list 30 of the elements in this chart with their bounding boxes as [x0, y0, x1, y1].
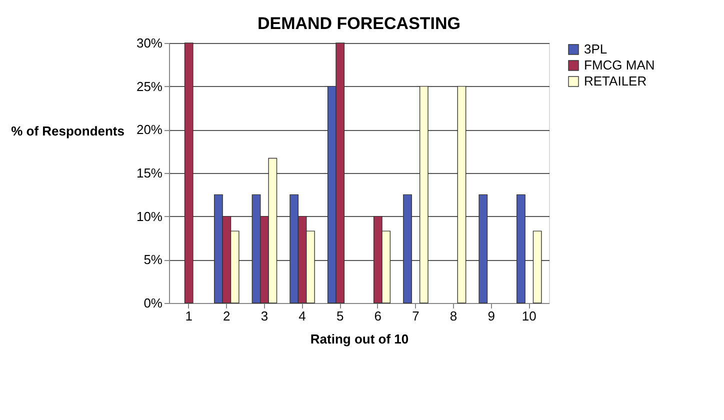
legend-label: 3PL [584, 42, 608, 56]
bar [419, 86, 428, 304]
y-axis-title: % of Respondents [11, 124, 124, 138]
y-tick-label: 25% [136, 78, 163, 94]
x-tick-label: 5 [336, 308, 344, 324]
y-tick-label: 20% [136, 122, 163, 138]
legend-label: FMCG MAN [584, 58, 655, 72]
x-tick-label: 1 [185, 308, 192, 324]
x-tick-label: 10 [522, 308, 536, 324]
x-tick-label: 9 [488, 308, 495, 324]
x-tick-label: 3 [260, 308, 268, 324]
y-tick-label: 15% [136, 166, 163, 180]
x-tick-label: 4 [298, 308, 306, 324]
y-tick-label: 0% [144, 296, 163, 310]
bar [403, 194, 412, 304]
y-tick-label: 5% [144, 252, 163, 268]
bar [457, 86, 466, 304]
chart-title: DEMAND FORECASTING [257, 14, 461, 33]
x-tick-label: 7 [412, 308, 420, 324]
y-tick-label: 10% [136, 208, 163, 224]
bar [478, 194, 488, 304]
x-tick-label: 2 [223, 308, 230, 324]
bar [532, 230, 542, 304]
bar [184, 42, 194, 304]
bar [516, 194, 526, 304]
x-tick-label: 8 [450, 308, 458, 324]
x-axis-title: Rating out of 10 [310, 332, 409, 346]
x-tick-label: 6 [374, 308, 382, 324]
y-tick-label: 30% [136, 36, 163, 50]
legend-label: RETAILER [584, 74, 647, 88]
